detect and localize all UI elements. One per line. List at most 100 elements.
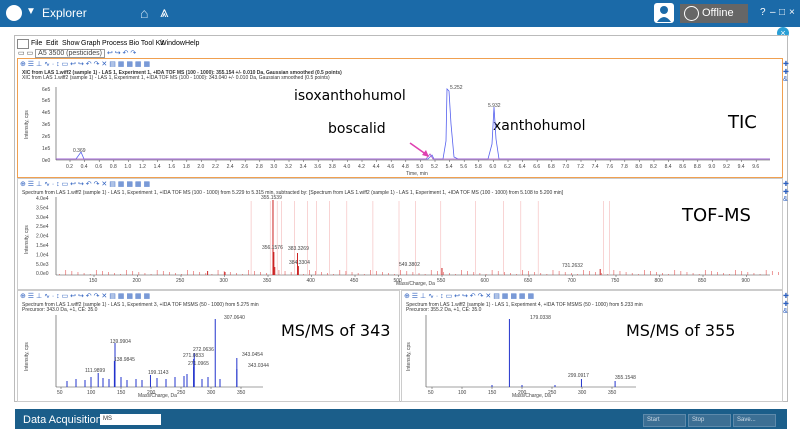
xic-xtick-label: 3.4 bbox=[300, 164, 307, 170]
msms355-ylabel: Intensity, cps bbox=[406, 342, 412, 371]
xic-xtick-label: 1.2 bbox=[139, 164, 146, 170]
menu-bio-tool-kit[interactable]: Bio Tool Kit bbox=[129, 40, 164, 47]
tof-ytick-label: 2.0e4 bbox=[36, 234, 49, 240]
msms355-side-icons[interactable]: ✚ ✚ & bbox=[783, 293, 789, 315]
xic-side-icons[interactable]: ✚ ✚ & bbox=[783, 61, 789, 83]
msms343-peak-label: 111.9899 bbox=[85, 368, 105, 374]
xic-xtick-label: 1.8 bbox=[183, 164, 190, 170]
xic-xtick-label: 9.2 bbox=[723, 164, 730, 170]
tof-xtick-label: 300 bbox=[220, 278, 229, 284]
menu-help[interactable]: Help bbox=[185, 40, 200, 47]
xic-xtick-label: 0.6 bbox=[95, 164, 102, 170]
xic-peak-label: 5.252 bbox=[450, 85, 463, 91]
tof-main-sticks bbox=[207, 200, 601, 275]
xic-pane-toolbar[interactable]: ⊕ ☰ ⊥ ∿ · ↕ ▭ ↩ ↪ ↶ ↷ ✕ ▤ ▦ ▦ ▦ ▦ bbox=[20, 61, 151, 68]
menu-file[interactable]: File bbox=[31, 40, 43, 47]
tof-chart: Intensity, cps 4.0e4 3.5e4 3.0e4 2.5e4 2.0e4… bbox=[24, 195, 779, 287]
tof-xtick-label: 400 bbox=[307, 278, 316, 284]
tof-peak-label: 384.3304 bbox=[289, 260, 310, 266]
xic-trace-355 bbox=[56, 88, 770, 160]
save-icon[interactable]: ▭ bbox=[26, 50, 34, 57]
tof-ytick-label: 0.0e0 bbox=[36, 271, 49, 277]
msms-355-pane: ⊕ ☰ ⊥ ∿ · ↕ ▭ ↩ ↪ ↶ ↷ ✕ ▤ ▦ ▦ ▦ ▦ Spectr… bbox=[401, 290, 783, 402]
xic-xtick-label: 7.6 bbox=[606, 164, 613, 170]
offline-icon bbox=[684, 6, 699, 21]
window-icon bbox=[17, 39, 29, 49]
sample-dropdown[interactable]: A5 3500 (pesticides) bbox=[35, 49, 105, 58]
xic-xtick-label: 4.2 bbox=[358, 164, 365, 170]
msms343-pane-toolbar[interactable]: ⊕ ☰ ⊥ ∿ · ↕ ▭ ↩ ↪ ↶ ↷ ✕ ▤ ▦ ▦ ▦ ▦ bbox=[20, 293, 151, 300]
xic-header-line-1: XIC from LAS 1.wiff2 (sample 1) - LAS 1,… bbox=[22, 70, 342, 76]
boscalid-annotation: boscalid bbox=[328, 121, 386, 137]
msms343-ylabel: Intensity, cps bbox=[24, 342, 30, 371]
main-toolbar: ▭ ▭ A5 3500 (pesticides) ↩ ↪ ↶ ↷ bbox=[18, 49, 137, 58]
msms355-xtick-label: 250 bbox=[548, 390, 557, 396]
msms355-peak-label: 179.0338 bbox=[530, 315, 551, 321]
maximize-button[interactable]: □ bbox=[779, 7, 786, 18]
app-menu-caret-icon[interactable]: ▼ bbox=[26, 6, 36, 17]
menu-edit[interactable]: Edit bbox=[46, 40, 59, 47]
msms343-peak-label: 139.9904 bbox=[110, 339, 131, 345]
xic-xtick-label: 5.2 bbox=[431, 164, 438, 170]
acquisition-method-field[interactable]: MS bbox=[100, 414, 161, 425]
minimize-button[interactable]: – bbox=[770, 7, 776, 18]
xic-ytick: 4e5 bbox=[42, 110, 51, 116]
msms355-xtick-label: 300 bbox=[578, 390, 587, 396]
tof-pane-toolbar[interactable]: ⊕ ☰ ⊥ ∿ · ↕ ▭ ↩ ↪ ↶ ↷ ✕ ▤ ▦ ▦ ▦ ▦ bbox=[20, 181, 151, 188]
home-icon[interactable]: ⌂ bbox=[140, 5, 149, 21]
xic-xticks: 0.2 0.4 0.6 0.8 1.0 1.2 1.4 1.6 1.8 2.0 2.2 2.4 2.6 2… bbox=[66, 160, 759, 170]
tof-xtick-label: 900 bbox=[742, 278, 751, 284]
app-title: Explorer bbox=[42, 6, 87, 20]
xic-xtick-label: 5.8 bbox=[475, 164, 482, 170]
tof-ytick-label: 1.0e4 bbox=[36, 252, 49, 258]
menu-show[interactable]: Show bbox=[62, 40, 80, 47]
msms343-peak-label: 343.0344 bbox=[248, 363, 269, 369]
msms355-pane-toolbar[interactable]: ⊕ ☰ ⊥ ∿ · ↕ ▭ ↩ ↪ ↶ ↷ ✕ ▤ ▦ ▦ ▦ ▦ bbox=[404, 293, 535, 300]
menu-window[interactable]: Window bbox=[160, 40, 185, 47]
tof-side-icons[interactable]: ✚ ✚ & bbox=[783, 181, 789, 203]
tof-ytick-label: 3.5e4 bbox=[36, 205, 49, 211]
msms343-annotation: MS/MS of 343 bbox=[281, 321, 391, 340]
xic-ylabel: Intensity, cps bbox=[24, 110, 30, 139]
msms355-xtick-label: 200 bbox=[518, 390, 527, 396]
xic-xtick-label: 1.6 bbox=[168, 164, 175, 170]
xic-xtick-label: 6.0 bbox=[489, 164, 496, 170]
menu-graph[interactable]: Graph bbox=[81, 40, 101, 47]
msms343-peak-label: 272.0636 bbox=[193, 347, 214, 353]
help-button[interactable]: ? bbox=[760, 7, 766, 18]
tof-noise-sticks bbox=[59, 201, 779, 275]
open-icon[interactable]: ▭ bbox=[18, 50, 25, 57]
msms355-chart: Intensity, cps 50 100 150 200 250 300 350 Mass… bbox=[406, 315, 636, 399]
tof-peak-label: 383.3269 bbox=[288, 246, 309, 252]
msms355-xtick-label: 150 bbox=[488, 390, 497, 396]
msms343-peak-label: 271.0965 bbox=[188, 361, 209, 367]
tof-peak-label: 549.3802 bbox=[399, 262, 420, 268]
isoxanthohumol-annotation: isoxanthohumol bbox=[294, 88, 406, 104]
toolbar-arrows-icon[interactable]: ↩ ↪ ↶ ↷ bbox=[106, 50, 137, 57]
offline-label: Offline bbox=[702, 7, 734, 19]
tof-xtick-label: 700 bbox=[568, 278, 577, 284]
save-button[interactable]: Save... bbox=[733, 414, 776, 427]
tof-peak-label: 731.2632 bbox=[562, 263, 583, 269]
app-logo-icon[interactable] bbox=[6, 5, 22, 21]
offline-status-button[interactable]: Offline bbox=[680, 4, 748, 23]
xic-chart: Intensity, cps 6e5 5e5 4e5 3e5 2e5 1e5 0… bbox=[24, 85, 770, 177]
close-window-button[interactable]: × bbox=[789, 7, 795, 18]
msms355-xtick-label: 350 bbox=[608, 390, 617, 396]
explorer-frame: File Edit Show Graph Process Bio Tool Ki… bbox=[14, 35, 789, 402]
tof-ms-annotation: TOF-MS bbox=[682, 205, 751, 226]
xanthohumol-annotation: xanthohumol bbox=[493, 118, 586, 134]
brand-logo-icon: ⩓ bbox=[160, 4, 169, 21]
xic-ytick: 1e5 bbox=[42, 146, 51, 152]
tof-xticks: 150 200 250 300 350 400 450 500 550 600 650 700 750 8… bbox=[89, 275, 751, 284]
xic-xtick-label: 2.2 bbox=[212, 164, 219, 170]
stop-button[interactable]: Stop bbox=[688, 414, 731, 427]
xic-xtick-label: 1.0 bbox=[124, 164, 131, 170]
xic-ytick: 3e5 bbox=[42, 122, 51, 128]
msms355-xtick-label: 50 bbox=[428, 390, 434, 396]
user-icon[interactable] bbox=[654, 3, 674, 23]
xic-xtick-label: 0.2 bbox=[66, 164, 73, 170]
start-button[interactable]: Start bbox=[643, 414, 686, 427]
msms355-header-line-1: Spectrum from LAS 1.wiff2 (sample 1) - L… bbox=[406, 302, 643, 308]
menu-process[interactable]: Process bbox=[102, 40, 128, 47]
